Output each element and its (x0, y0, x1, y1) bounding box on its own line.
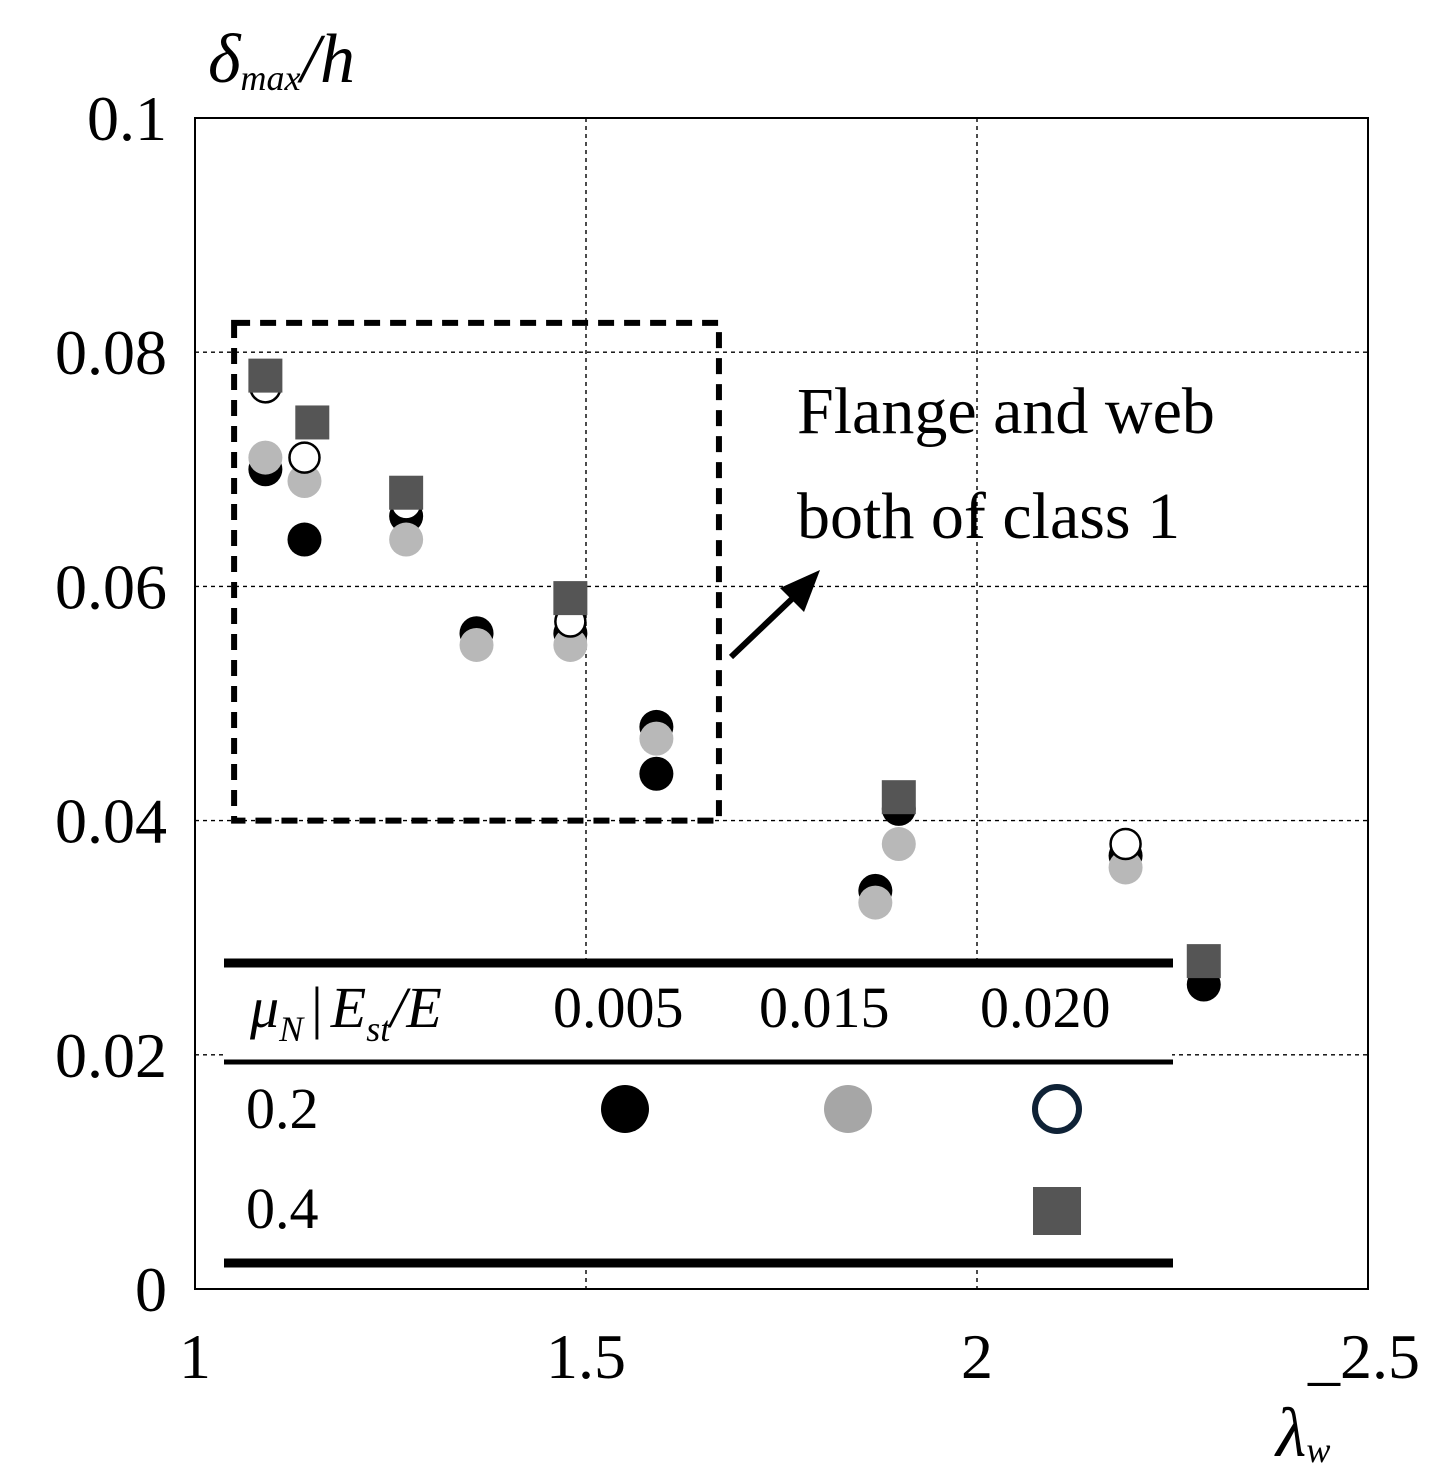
data-point (1109, 827, 1142, 861)
data-point (881, 780, 916, 815)
legend-separator: | (311, 975, 323, 1040)
y-axis-label: δmax/h (208, 21, 355, 98)
legend-column-0015: 0.015 (759, 975, 890, 1040)
data-point (288, 441, 321, 474)
data-point (553, 627, 588, 662)
y-axis-label-main: δ (208, 21, 242, 98)
legend-background (226, 963, 1172, 1263)
legend-markers (601, 1084, 1082, 1235)
class1-highlight-box (231, 319, 722, 824)
data-markers (248, 358, 1221, 1002)
x-axis-label-sub: w (1306, 1430, 1330, 1470)
axis-ticks: 1 1.5 2 _2.5 0 0.02 0.04 0.06 0.08 0.1 (55, 83, 1420, 1392)
data-point (1186, 944, 1221, 979)
y-tick-label: 0.04 (55, 786, 167, 857)
data-point (639, 721, 674, 756)
y-tick-label: 0.02 (55, 1020, 167, 1091)
data-point (248, 358, 283, 393)
data-point (248, 440, 283, 475)
y-axis-label-sub: max (241, 58, 301, 98)
legend-E-sub: st (366, 1009, 391, 1049)
data-point (858, 885, 893, 920)
plot-frame (194, 117, 1369, 1290)
legend-header-variables: μN | Est/E (249, 975, 442, 1049)
legend-E: E (330, 975, 366, 1040)
x-axis-label-main: λ (1274, 1395, 1306, 1472)
highlight-box-outline (231, 319, 722, 824)
data-point (1108, 850, 1143, 885)
data-point (639, 756, 674, 791)
data-point (389, 475, 424, 510)
data-point (881, 827, 916, 862)
legend-E-rest: /E (387, 975, 442, 1040)
x-axis-label: λw (1274, 1395, 1330, 1472)
y-axis-label-rest: /h (297, 21, 355, 98)
legend-marker (601, 1085, 649, 1133)
data-point (459, 627, 494, 662)
x-tick-label: 1.5 (546, 1321, 626, 1392)
legend-column-0020: 0.020 (980, 975, 1111, 1040)
y-tick-label: 0.08 (55, 317, 167, 388)
annotation-line-1: Flange and web (797, 375, 1215, 448)
legend-table: μN | Est/E 0.005 0.015 0.020 0.2 0.4 (224, 958, 1173, 1268)
legend-marker (1032, 1084, 1082, 1134)
annotation-line-2: both of class 1 (797, 480, 1180, 553)
data-point (295, 405, 330, 440)
x-tick-label: 2 (961, 1321, 993, 1392)
data-point (287, 522, 322, 557)
y-tick-label: 0 (135, 1254, 167, 1325)
data-point (553, 581, 588, 616)
legend-column-0005: 0.005 (553, 975, 684, 1040)
legend-mu: μ (249, 975, 279, 1040)
legend-marker (824, 1085, 872, 1133)
annotation-arrow (728, 570, 820, 660)
data-point (389, 522, 424, 557)
x-tick-label: _2.5 (1307, 1321, 1420, 1392)
legend-marker (1033, 1187, 1081, 1235)
legend-row-label-1: 0.2 (246, 1076, 319, 1141)
legend-row-label-2: 0.4 (246, 1176, 319, 1241)
x-tick-label: 1 (179, 1321, 211, 1392)
legend-mu-sub: N (278, 1009, 305, 1049)
y-tick-label: 0.1 (87, 83, 167, 154)
data-point (287, 464, 322, 499)
y-tick-label: 0.06 (55, 551, 167, 622)
